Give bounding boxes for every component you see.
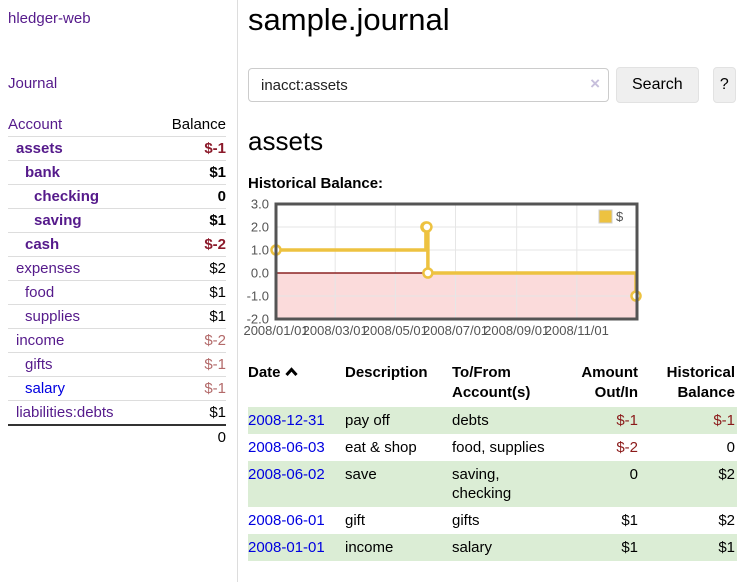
transaction-date-link[interactable]: 2008-12-31 (248, 412, 325, 429)
data-point (421, 221, 433, 233)
date-column-header[interactable]: Date (248, 361, 345, 407)
legend-swatch (598, 209, 613, 224)
sidebar-item-supplies: supplies $1 (8, 304, 226, 329)
sidebar-item-assets: assets $-1 (8, 136, 226, 161)
transaction-row: 2008-06-01 gift gifts $1 $2 (248, 512, 735, 529)
transaction-date-link[interactable]: 2008-01-01 (248, 539, 325, 556)
search-form: × Search ? (248, 67, 736, 103)
y-axis-tick-label: 3.0 (251, 197, 269, 212)
sidebar-total-balance: 0 (152, 424, 226, 449)
app-title-link[interactable]: hledger-web (8, 10, 91, 27)
sidebar-item-bank: bank $1 (8, 160, 226, 185)
sidebar-item-journal[interactable]: Journal (8, 75, 58, 92)
plot-border (274, 202, 639, 321)
sidebar-item-income: income $-2 (8, 328, 226, 353)
x-axis-tick-label: 2008/09/01 (484, 323, 549, 338)
page-title: sample.journal (248, 2, 450, 37)
y-axis-tick-label: -2.0 (247, 312, 269, 327)
x-axis-tick-label: 2008/07/01 (423, 323, 488, 338)
transaction-date-link[interactable]: 2008-06-03 (248, 439, 325, 456)
x-axis-tick-label: 2008/01/01 (243, 323, 308, 338)
account-column-header[interactable]: Account (8, 116, 63, 133)
register-header-row: Date Description To/From Account(s) Amou… (248, 361, 737, 407)
x-axis-tick-label: 2008/11/01 (545, 323, 609, 338)
y-axis-tick-label: 2.0 (251, 220, 269, 235)
account-table-header: Account Balance (8, 113, 226, 137)
main-content: sample.journal × Search ? assets Histori… (239, 0, 742, 582)
account-heading: assets (248, 126, 324, 156)
sort-ascending-icon (284, 363, 298, 383)
sidebar-item-food: food $1 (8, 280, 226, 305)
chart-title: Historical Balance: (248, 175, 384, 192)
legend-label: $ (616, 209, 624, 224)
sidebar-item-salary: salary $-1 (8, 376, 226, 401)
amount-column-header: Amount Out/In (581, 364, 638, 401)
transaction-date-link[interactable]: 2008-06-01 (248, 512, 325, 529)
transaction-row: 2008-06-02 save saving, checking 0 $2 (248, 461, 737, 507)
search-button[interactable]: Search (616, 67, 699, 103)
x-axis-tick-label: 2008/03/01 (303, 323, 368, 338)
transaction-row: 2008-01-01 income salary $1 $1 (248, 534, 737, 561)
sidebar-item-cash: cash $-2 (8, 232, 226, 257)
sidebar-item-expenses: expenses $2 (8, 256, 226, 281)
balance-column-header: Balance (171, 116, 226, 133)
historical-balance-chart: 3.0 2.0 1.0 0.0 -1.0 -2.02008/01/012008/03/01… (243, 197, 642, 338)
balance-column-header-main: Historical Balance (666, 364, 735, 401)
sidebar-total-row: 0 (8, 424, 226, 449)
sidebar-item-gifts: gifts $-1 (8, 352, 226, 377)
transaction-row: 2008-12-31 pay off debts $-1 $-1 (248, 407, 737, 434)
x-axis-tick-label: 2008/05/01 (363, 323, 428, 338)
search-input[interactable] (248, 68, 609, 102)
description-column-header: Description (345, 364, 428, 381)
y-axis-tick-label: 0.0 (251, 266, 269, 281)
help-button[interactable]: ? (712, 67, 736, 103)
clear-search-icon[interactable]: × (590, 74, 600, 93)
data-point (422, 267, 434, 279)
transaction-date-link[interactable]: 2008-06-02 (248, 466, 325, 483)
transaction-row: 2008-06-03 eat & shop food, supplies $-2… (248, 439, 735, 456)
y-axis-tick-label: 1.0 (251, 243, 269, 258)
y-axis-tick-label: -1.0 (247, 289, 269, 304)
accounts-column-header: To/From Account(s) (452, 364, 531, 401)
register-table: Date Description To/From Account(s) Amou… (248, 361, 737, 561)
sidebar: hledger-web Journal Account Balance asse… (0, 0, 238, 582)
account-balance-table: Account Balance assets $-1 bank $1 check… (8, 113, 226, 449)
sidebar-item-liabilities-debts: liabilities:debts $1 (8, 400, 226, 425)
sidebar-item-saving: saving $1 (8, 208, 226, 233)
sidebar-item-checking: checking 0 (8, 184, 226, 209)
